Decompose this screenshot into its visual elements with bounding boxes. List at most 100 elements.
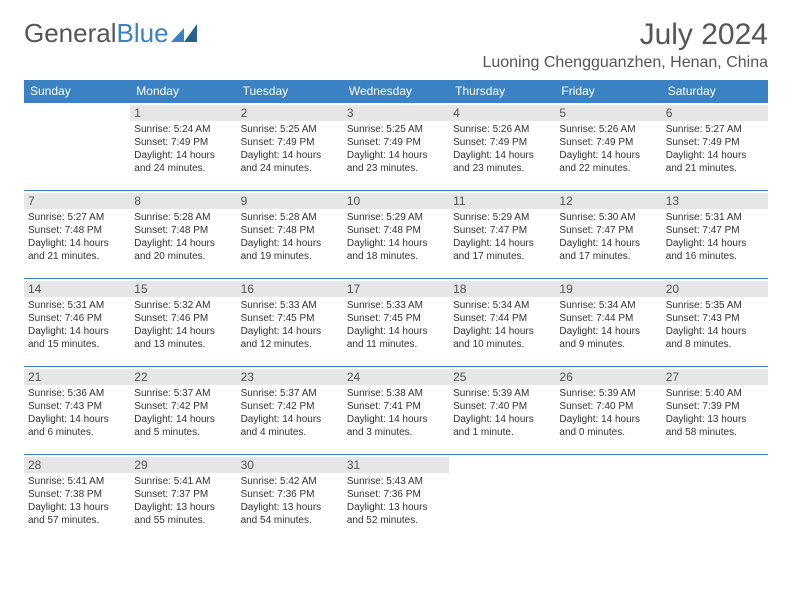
calendar-cell: 19 Sunrise: 5:34 AMSunset: 7:44 PMDayligh… [555,279,661,367]
day-number: 25 [449,369,555,385]
calendar-cell: 24 Sunrise: 5:38 AMSunset: 7:41 PMDayligh… [343,367,449,455]
calendar-cell: 4 Sunrise: 5:26 AMSunset: 7:49 PMDaylight… [449,103,555,191]
day-header: Tuesday [237,80,343,103]
day-info: Sunrise: 5:36 AMSunset: 7:43 PMDaylight:… [28,387,126,439]
calendar-cell: 2Sunrise: 5:25 AMSunset: 7:49 PMDaylight… [237,103,343,191]
day-info: Sunrise: 5:35 AMSunset: 7:43 PMDaylight:… [666,299,764,351]
calendar-cell: 17 Sunrise: 5:33 AMSunset: 7:45 PMDayligh… [343,279,449,367]
day-number: 12 [555,193,661,209]
calendar-cell: 21 Sunrise: 5:36 AMSunset: 7:43 PMDayligh… [24,367,130,455]
day-number: 23 [237,369,343,385]
calendar-cell: 7 Sunrise: 5:27 AMSunset: 7:48 PMDaylight… [24,191,130,279]
calendar-cell: 23 Sunrise: 5:37 AMSunset: 7:42 PMDayligh… [237,367,343,455]
day-number: 15 [130,281,236,297]
day-info: Sunrise: 5:41 AMSunset: 7:38 PMDaylight:… [28,475,126,527]
calendar-cell: 11Sunrise: 5:29 AMSunset: 7:47 PMDayligh… [449,191,555,279]
calendar-week: 21 Sunrise: 5:36 AMSunset: 7:43 PMDayligh… [24,367,768,455]
day-info: Sunrise: 5:31 AMSunset: 7:46 PMDaylight:… [28,299,126,351]
day-number: 24 [343,369,449,385]
calendar-cell: 12 Sunrise: 5:30 AMSunset: 7:47 PMDayligh… [555,191,661,279]
day-number: 1 [130,105,236,121]
calendar-cell: 22Sunrise: 5:37 AMSunset: 7:42 PMDayligh… [130,367,236,455]
calendar-cell: . [449,455,555,543]
day-info: Sunrise: 5:34 AMSunset: 7:44 PMDaylight:… [559,299,657,351]
calendar-head: SundayMondayTuesdayWednesdayThursdayFrid… [24,80,768,103]
day-info: Sunrise: 5:27 AMSunset: 7:49 PMDaylight:… [666,123,764,175]
day-number: 11 [449,193,555,209]
day-info: Sunrise: 5:28 AMSunset: 7:48 PMDaylight:… [241,211,339,263]
calendar-cell: 31 Sunrise: 5:43 AMSunset: 7:36 PMDayligh… [343,455,449,543]
day-info: Sunrise: 5:30 AMSunset: 7:47 PMDaylight:… [559,211,657,263]
day-info: Sunrise: 5:43 AMSunset: 7:36 PMDaylight:… [347,475,445,527]
title-block: July 2024 Luoning Chengguanzhen, Henan, … [482,18,768,72]
calendar-cell: 27 Sunrise: 5:40 AMSunset: 7:39 PMDayligh… [662,367,768,455]
day-number: 5 [555,105,661,121]
calendar-cell: . [555,455,661,543]
logo-icon [171,18,197,49]
day-number: 18 [449,281,555,297]
calendar-cell: 18 Sunrise: 5:34 AMSunset: 7:44 PMDayligh… [449,279,555,367]
calendar-week: 28 Sunrise: 5:41 AMSunset: 7:38 PMDayligh… [24,455,768,543]
logo-text-1: General [24,18,117,49]
day-number: 29 [130,457,236,473]
day-number: 28 [24,457,130,473]
calendar-body: .1Sunrise: 5:24 AMSunset: 7:49 PMDayligh… [24,103,768,543]
calendar-table: SundayMondayTuesdayWednesdayThursdayFrid… [24,80,768,543]
calendar-week: 14 Sunrise: 5:31 AMSunset: 7:46 PMDayligh… [24,279,768,367]
day-info: Sunrise: 5:34 AMSunset: 7:44 PMDaylight:… [453,299,551,351]
day-info: Sunrise: 5:37 AMSunset: 7:42 PMDaylight:… [241,387,339,439]
day-info: Sunrise: 5:39 AMSunset: 7:40 PMDaylight:… [453,387,551,439]
calendar-cell: 3Sunrise: 5:25 AMSunset: 7:49 PMDaylight… [343,103,449,191]
logo: GeneralBlue [24,18,197,49]
day-info: Sunrise: 5:32 AMSunset: 7:46 PMDaylight:… [134,299,232,351]
day-info: Sunrise: 5:38 AMSunset: 7:41 PMDaylight:… [347,387,445,439]
day-info: Sunrise: 5:24 AMSunset: 7:49 PMDaylight:… [134,123,232,175]
day-header: Sunday [24,80,130,103]
day-info: Sunrise: 5:26 AMSunset: 7:49 PMDaylight:… [559,123,657,175]
day-info: Sunrise: 5:27 AMSunset: 7:48 PMDaylight:… [28,211,126,263]
calendar-cell: 10Sunrise: 5:29 AMSunset: 7:48 PMDayligh… [343,191,449,279]
day-header: Friday [555,80,661,103]
day-info: Sunrise: 5:25 AMSunset: 7:49 PMDaylight:… [347,123,445,175]
day-info: Sunrise: 5:26 AMSunset: 7:49 PMDaylight:… [453,123,551,175]
calendar-cell: . [24,103,130,191]
calendar-cell: 6 Sunrise: 5:27 AMSunset: 7:49 PMDaylight… [662,103,768,191]
calendar-cell: 16Sunrise: 5:33 AMSunset: 7:45 PMDayligh… [237,279,343,367]
day-number: 4 [449,105,555,121]
day-info: Sunrise: 5:41 AMSunset: 7:37 PMDaylight:… [134,475,232,527]
calendar-cell: 29 Sunrise: 5:41 AMSunset: 7:37 PMDayligh… [130,455,236,543]
day-number: 27 [662,369,768,385]
logo-text-2: Blue [117,18,169,49]
day-number: 8 [130,193,236,209]
page-subtitle: Luoning Chengguanzhen, Henan, China [482,54,768,72]
day-info: Sunrise: 5:25 AMSunset: 7:49 PMDaylight:… [241,123,339,175]
page-header: GeneralBlue July 2024 Luoning Chengguanz… [24,18,768,72]
day-info: Sunrise: 5:28 AMSunset: 7:48 PMDaylight:… [134,211,232,263]
day-number: 7 [24,193,130,209]
calendar-cell: 26 Sunrise: 5:39 AMSunset: 7:40 PMDayligh… [555,367,661,455]
day-info: Sunrise: 5:33 AMSunset: 7:45 PMDaylight:… [347,299,445,351]
day-number: 22 [130,369,236,385]
day-info: Sunrise: 5:31 AMSunset: 7:47 PMDaylight:… [666,211,764,263]
day-info: Sunrise: 5:42 AMSunset: 7:36 PMDaylight:… [241,475,339,527]
day-number: 21 [24,369,130,385]
day-number: 6 [662,105,768,121]
calendar-week: .1 Sunrise: 5:24 AMSunset: 7:49 PMDayligh… [24,103,768,191]
day-info: Sunrise: 5:39 AMSunset: 7:40 PMDaylight:… [559,387,657,439]
day-header: Thursday [449,80,555,103]
calendar-cell: 25 Sunrise: 5:39 AMSunset: 7:40 PMDayligh… [449,367,555,455]
day-info: Sunrise: 5:29 AMSunset: 7:48 PMDaylight:… [347,211,445,263]
day-number: 17 [343,281,449,297]
calendar-cell: 9Sunrise: 5:28 AMSunset: 7:48 PMDaylight… [237,191,343,279]
day-number: 26 [555,369,661,385]
day-number: 19 [555,281,661,297]
day-number: 30 [237,457,343,473]
calendar-cell: 14 Sunrise: 5:31 AMSunset: 7:46 PMDayligh… [24,279,130,367]
calendar-cell: 13Sunrise: 5:31 AMSunset: 7:47 PMDayligh… [662,191,768,279]
day-info: Sunrise: 5:40 AMSunset: 7:39 PMDaylight:… [666,387,764,439]
calendar-cell: 15 Sunrise: 5:32 AMSunset: 7:46 PMDayligh… [130,279,236,367]
day-number: 14 [24,281,130,297]
day-number: 31 [343,457,449,473]
day-info: Sunrise: 5:33 AMSunset: 7:45 PMDaylight:… [241,299,339,351]
calendar-cell: 30 Sunrise: 5:42 AMSunset: 7:36 PMDayligh… [237,455,343,543]
